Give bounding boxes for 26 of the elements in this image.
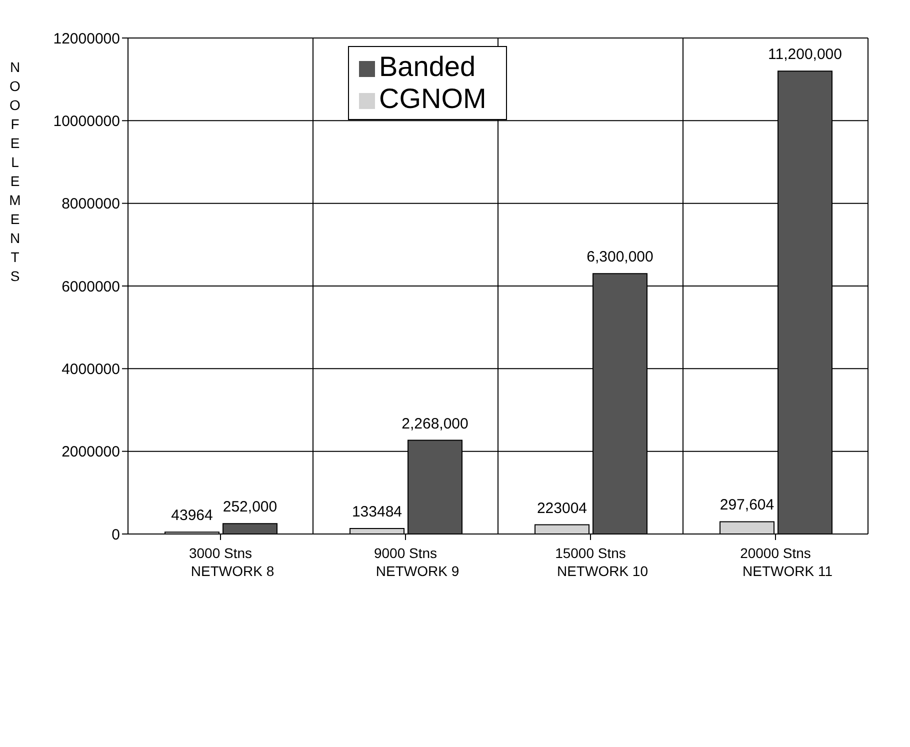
data-label: 11,200,000	[768, 46, 842, 64]
data-label: 6,300,000	[586, 248, 654, 266]
x-tick-label: 15000 Stns NETWORK 10	[555, 545, 648, 579]
bar	[350, 528, 404, 534]
legend-label: Banded	[379, 51, 476, 82]
y-tick-label: 12000000	[53, 30, 120, 48]
x-tick-label: 20000 Stns NETWORK 11	[740, 545, 833, 579]
y-tick-label: 2000000	[62, 444, 120, 461]
y-tick-label: 6000000	[62, 278, 120, 296]
bar	[534, 524, 590, 534]
bar	[720, 521, 774, 534]
legend-label: CGNOM	[379, 83, 486, 114]
bar	[222, 523, 278, 534]
x-tick-label: 9000 Stns NETWORK 9	[374, 545, 460, 579]
text: NO OF ELEMENTS	[9, 59, 21, 284]
data-label: 223004	[536, 500, 588, 517]
data-label: 43964	[171, 507, 213, 524]
y-tick-label: 8000000	[62, 196, 120, 213]
y-tick-label: 4000000	[62, 360, 120, 378]
x-tick-label: 3000 Stns NETWORK 8	[188, 545, 274, 579]
data-label: 252,000	[222, 498, 278, 516]
y-tick-label: 0	[112, 526, 120, 544]
data-label: 133484	[352, 503, 402, 520]
data-label: 297,604	[720, 496, 774, 514]
y-tick-label: 10000000	[53, 112, 120, 130]
data-label: 2,268,000	[402, 415, 468, 432]
